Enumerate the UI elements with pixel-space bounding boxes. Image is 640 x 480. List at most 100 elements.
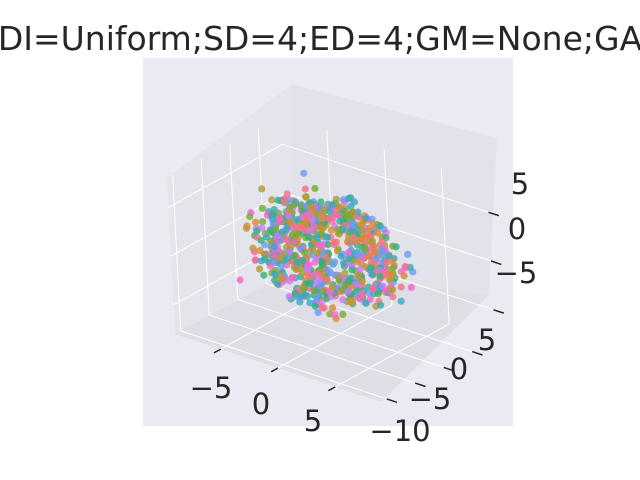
data-point xyxy=(285,212,293,220)
pane-back xyxy=(292,84,497,295)
data-point xyxy=(252,218,260,226)
data-point xyxy=(259,218,267,226)
y-tick-label: −5 xyxy=(409,382,452,416)
data-point xyxy=(361,245,369,254)
data-point xyxy=(339,296,347,304)
data-point xyxy=(332,210,340,218)
data-point xyxy=(362,214,370,222)
data-point xyxy=(314,308,322,316)
y-tick-mark xyxy=(443,366,455,372)
data-point xyxy=(316,224,324,232)
data-point xyxy=(338,286,347,294)
data-point xyxy=(331,311,339,319)
data-point xyxy=(347,298,356,306)
data-point xyxy=(407,283,415,291)
data-point xyxy=(257,236,265,244)
data-point xyxy=(369,285,377,293)
data-point xyxy=(300,169,308,177)
data-point xyxy=(307,202,315,210)
data-point xyxy=(350,198,358,206)
data-point xyxy=(319,304,327,312)
chart-title: DI=Uniform;SD=4;ED=4;GM=None;GA xyxy=(0,19,640,58)
data-point xyxy=(315,276,323,284)
data-point xyxy=(371,248,379,256)
data-point xyxy=(275,218,283,226)
data-point xyxy=(278,275,286,283)
data-point xyxy=(377,301,385,309)
data-point xyxy=(286,218,294,226)
tick-labels: −5 0 5 −10 −5 0 5 −5 0 5 xyxy=(190,167,538,448)
data-point xyxy=(359,235,367,243)
data-point xyxy=(319,208,328,216)
x-tick-mark xyxy=(213,348,222,354)
z-grid-line xyxy=(168,143,283,208)
data-point xyxy=(270,251,278,259)
data-point xyxy=(365,252,373,261)
data-point xyxy=(379,248,387,256)
data-point xyxy=(331,258,339,266)
data-point xyxy=(293,258,301,266)
data-point xyxy=(337,252,345,260)
data-point xyxy=(353,258,361,266)
data-point xyxy=(345,277,353,285)
data-point xyxy=(270,258,279,266)
x-tick-label: 0 xyxy=(252,387,270,421)
data-points xyxy=(236,169,417,323)
y-grid-line xyxy=(180,330,387,400)
data-point xyxy=(301,211,310,219)
data-point xyxy=(256,246,264,255)
z-grid-line xyxy=(170,192,286,257)
data-point xyxy=(313,234,321,242)
data-point xyxy=(365,225,373,233)
data-point xyxy=(379,282,387,290)
data-point xyxy=(367,264,375,272)
data-point xyxy=(335,275,343,283)
y-tick-mark xyxy=(471,350,483,356)
data-point xyxy=(389,263,397,272)
data-point xyxy=(348,266,356,274)
y-tick-label: 0 xyxy=(450,352,468,386)
data-point xyxy=(334,245,342,253)
z-tick-mark xyxy=(493,309,505,314)
data-point xyxy=(255,265,264,273)
data-point xyxy=(273,280,281,288)
data-point xyxy=(378,237,386,245)
data-point xyxy=(357,220,366,228)
data-point xyxy=(276,254,284,262)
data-point xyxy=(389,286,397,294)
data-point xyxy=(299,256,307,264)
data-point xyxy=(400,272,408,280)
data-point xyxy=(283,225,291,233)
data-point xyxy=(310,286,318,295)
x-tick-label: −5 xyxy=(190,371,233,405)
data-point xyxy=(306,279,314,287)
data-point xyxy=(304,272,313,280)
data-point xyxy=(343,238,352,246)
data-point xyxy=(328,201,336,209)
data-point xyxy=(258,185,266,193)
data-point xyxy=(312,293,320,301)
data-point xyxy=(271,270,279,278)
data-point xyxy=(404,250,412,258)
data-point xyxy=(374,229,382,237)
data-point xyxy=(383,258,391,266)
data-point xyxy=(318,242,326,250)
data-point xyxy=(376,266,384,274)
z-tick-label: 5 xyxy=(511,167,529,201)
data-point xyxy=(376,222,384,230)
data-point xyxy=(257,257,265,265)
data-point xyxy=(283,254,291,263)
z-tick-label: −5 xyxy=(495,256,538,290)
data-point xyxy=(359,227,367,235)
data-point xyxy=(311,184,319,193)
data-point xyxy=(318,258,326,266)
data-point xyxy=(350,234,358,242)
data-point xyxy=(301,226,309,234)
data-point xyxy=(293,230,301,238)
data-point xyxy=(253,227,261,235)
data-point xyxy=(280,196,288,204)
data-point xyxy=(389,293,397,301)
data-point xyxy=(308,217,316,225)
data-point xyxy=(362,299,370,307)
